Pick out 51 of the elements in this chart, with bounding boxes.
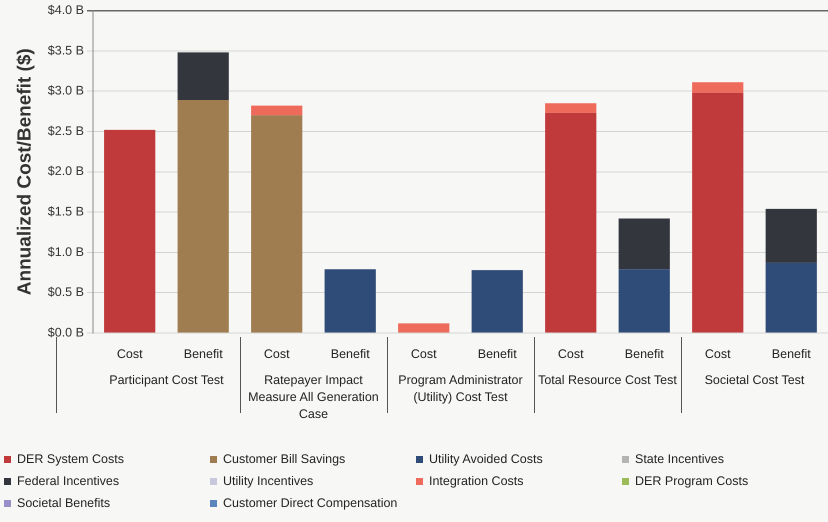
text: Participant Cost Test	[108, 372, 225, 389]
bar	[692, 92, 744, 332]
y-tick-label: $0.5 B	[48, 285, 84, 300]
legend-label: Utility Avoided Costs	[429, 452, 543, 466]
bar	[545, 103, 596, 113]
legend-label: Integration Costs	[429, 474, 524, 488]
text: Total Resource Cost Test	[537, 372, 678, 389]
y-axis-title: Annualized Cost/Benefit ($)	[14, 48, 36, 296]
x-tick-label: Benefit	[330, 346, 370, 361]
bar	[618, 218, 670, 270]
y-tick-label: $3.0 B	[48, 84, 84, 98]
bar	[618, 269, 670, 332]
x-tick-label: Cost	[704, 346, 732, 361]
y-tick-label: $4.0 B	[48, 2, 84, 17]
text: Ratepayer Impact Measure All Generation Case	[247, 372, 380, 423]
bar	[178, 52, 229, 100]
x-tick-label: Cost	[558, 346, 584, 361]
legend-label: Customer Direct Compensation	[223, 496, 398, 510]
y-tick-label: $1.0 B	[48, 244, 84, 259]
legend-label: DER System Costs	[17, 452, 124, 466]
bar	[545, 112, 596, 332]
y-tick-label: $0.0 B	[48, 325, 84, 340]
bar	[472, 270, 523, 332]
y-tick-label: $2.5 B	[48, 124, 84, 138]
legend-label: Societal Benefits	[17, 496, 110, 510]
legend-label: Federal Incentives	[17, 474, 120, 488]
x-tick-label: Benefit	[772, 346, 812, 361]
bar	[251, 115, 302, 332]
legend-label: DER Program Costs	[635, 474, 748, 488]
y-tick-label: $1.5 B	[48, 204, 84, 219]
y-tick-label: $3.5 B	[48, 43, 84, 58]
legend-label: Utility Incentives	[223, 474, 314, 488]
x-tick-label: Benefit	[624, 346, 664, 361]
x-tick-label: Benefit	[478, 346, 518, 361]
bar	[766, 208, 817, 263]
legend-label: State Incentives	[635, 452, 724, 466]
bar	[766, 262, 817, 332]
y-tick-label: $2.0 B	[48, 164, 84, 178]
bar	[104, 130, 156, 332]
x-tick-label: Cost	[264, 346, 290, 361]
bar	[178, 100, 229, 332]
text: Societal Cost Test	[704, 372, 806, 389]
bar	[251, 106, 302, 116]
bar	[324, 269, 376, 332]
text: Program Administrator (Utility) Cost Test	[397, 372, 524, 406]
bar	[398, 323, 450, 332]
legend-label: Customer Bill Savings	[223, 452, 346, 466]
x-tick-label: Benefit	[184, 346, 224, 361]
bar	[692, 82, 744, 93]
x-tick-label: Cost	[410, 346, 438, 361]
x-tick-label: Cost	[116, 346, 144, 361]
